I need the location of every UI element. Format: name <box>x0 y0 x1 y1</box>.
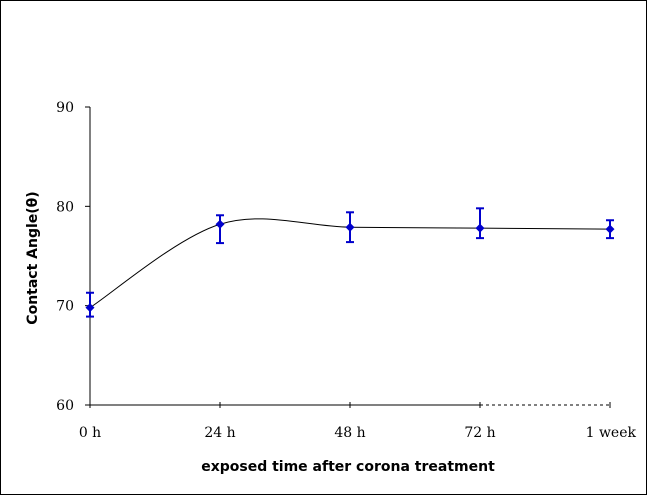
y-tick-label: 90 <box>56 100 74 116</box>
x-tick-label: 72 h <box>464 425 495 441</box>
x-tick-label: 24 h <box>204 425 235 441</box>
error-bar <box>476 207 484 240</box>
tick-labels: 60 70 80 90 0 h 24 h 48 h 72 h 1 week <box>56 100 636 441</box>
data-point-marker <box>475 223 485 233</box>
data-point-marker <box>85 303 95 313</box>
x-axis-title: exposed time after corona treatment <box>201 459 495 475</box>
error-bar <box>216 214 224 245</box>
data-point-marker <box>345 222 355 232</box>
y-tick-label: 70 <box>56 299 74 315</box>
y-tick-label: 80 <box>56 199 74 215</box>
marker-layer <box>85 219 615 313</box>
axes <box>85 106 611 408</box>
y-tick-label: 60 <box>56 398 74 414</box>
y-axis-title: Contact Angle(θ) <box>25 191 41 324</box>
x-tick-label: 1 week <box>586 425 637 441</box>
data-point-marker <box>605 224 615 234</box>
x-tick-label: 48 h <box>334 425 365 441</box>
data-point-marker <box>215 219 225 229</box>
x-tick-label: 0 h <box>79 425 101 441</box>
